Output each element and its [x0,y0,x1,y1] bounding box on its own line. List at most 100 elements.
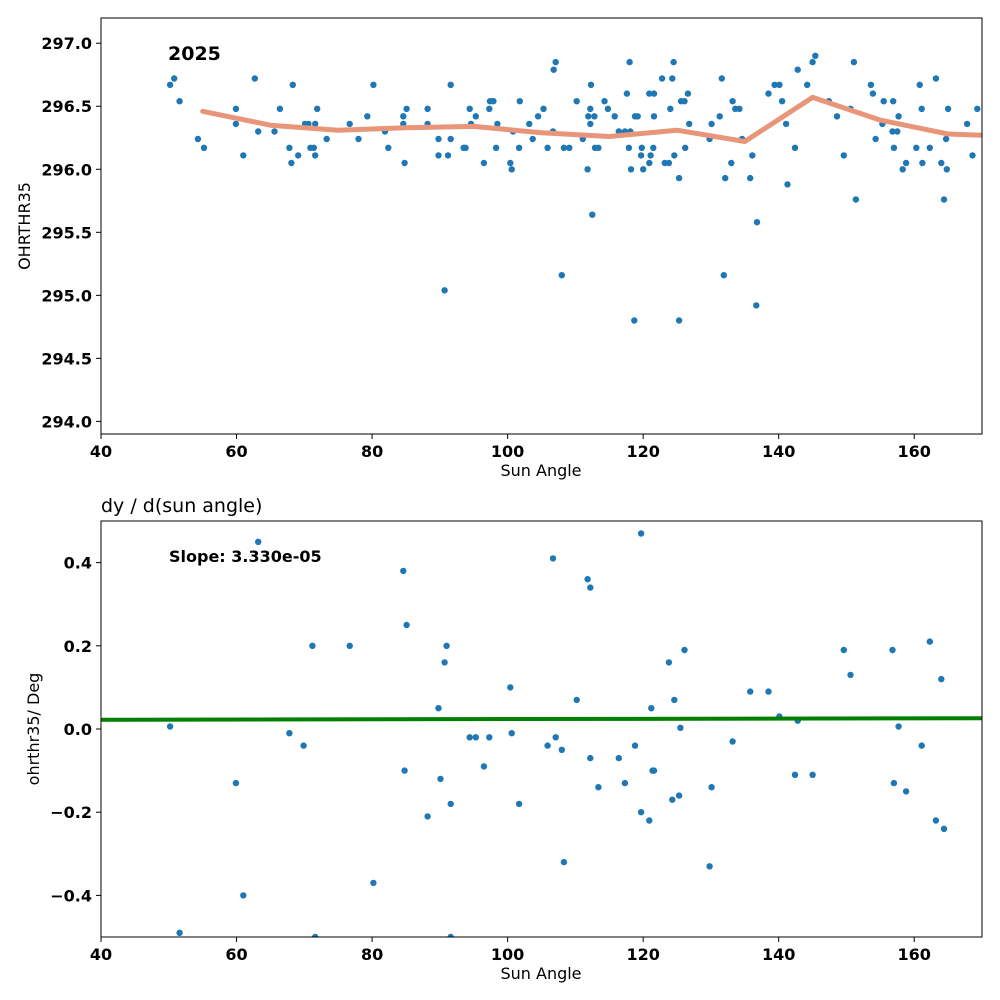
top-data-point [646,159,653,167]
bottom-x-tick-label: 100 [491,945,524,964]
top-data-point [918,105,925,113]
bottom-data-point [902,788,910,795]
top-data-point [681,98,688,105]
bottom-data-point [675,792,683,799]
top-data-point [942,135,950,143]
bottom-data-point [747,688,754,695]
top-data-point [200,144,208,151]
bottom-data-point [809,771,816,778]
top-data-point [749,152,756,159]
bottom-x-axis-label: Sun Angle [500,964,581,983]
bottom-data-point [650,767,658,774]
top-data-point [969,152,976,159]
top-data-point [625,144,633,151]
top-data-point [671,152,678,159]
bottom-x-tick-label: 60 [225,945,247,964]
bottom-data-point [637,530,645,537]
top-data-point [232,105,240,113]
top-y-tick-label: 296.0 [41,160,92,179]
top-data-point [784,181,791,188]
top-data-point [932,75,940,82]
bottom-plot-frame [100,520,983,938]
top-data-point [494,120,501,128]
top-data-point [889,128,896,135]
top-data-point [400,113,407,120]
top-data-point [791,144,799,151]
top-data-point [753,302,760,309]
top-trend-line [200,94,982,144]
top-data-point [444,152,452,159]
top-data-point [466,105,473,113]
top-y-tick-label: 297.0 [41,34,92,53]
top-data-point [722,174,729,182]
top-data-point [682,144,689,151]
bottom-data-point [706,863,713,870]
top-data-point [312,120,319,128]
top-data-point [544,144,551,151]
top-data-point [595,144,602,151]
bottom-data-point [400,567,407,575]
top-data-point [716,113,723,120]
top-data-point [508,166,515,173]
top-data-point [526,120,533,128]
top-data-point [869,90,877,97]
bottom-data-point [443,642,450,649]
bottom-data-point [300,742,307,749]
bottom-data-point [508,730,515,737]
top-data-point [963,120,971,128]
bottom-y-tick-label: 0.2 [64,637,92,656]
top-data-point [566,144,573,151]
top-data-point [812,52,819,59]
bottom-data-point [515,800,523,808]
top-data-point [919,159,926,167]
bottom-data-point [312,933,319,937]
top-data-point [669,75,676,82]
top-data-point [472,113,479,120]
top-x-tick-label: 120 [626,442,659,461]
bottom-data-point [847,671,854,679]
top-data-point [943,166,950,173]
top-data-point [650,90,658,97]
bottom-chart-title: dy / d(sun angle) [101,495,262,517]
top-y-tick-label: 294.5 [41,349,92,368]
top-data-point [665,159,673,167]
bottom-data-point [889,646,896,654]
top-y-tick-label: 295.0 [41,286,92,305]
top-data-point [647,152,654,159]
top-data-point [899,166,906,173]
top-data-point [675,317,683,324]
bottom-y-axis-label: ohrthr35/ Deg [24,673,43,786]
top-data-point [640,166,647,173]
top-data-point [902,159,910,167]
bottom-data-point [176,929,183,936]
bottom-data-point [587,584,594,591]
top-data-point [708,120,715,128]
top-data-point [486,105,493,113]
top-x-axis-label: Sun Angle [500,461,581,480]
bottom-data-point [631,742,639,749]
bottom-data-point [466,734,473,741]
bottom-y-tick-label: −0.2 [50,803,92,822]
bottom-data-point [403,621,410,629]
bottom-slope-annotation: Slope: 3.330e-05 [169,547,322,566]
top-data-point [573,98,580,105]
top-data-point [611,113,618,120]
top-data-point [627,166,635,173]
top-data-point [435,152,442,159]
top-data-point [585,113,592,120]
bottom-data-point [573,696,580,704]
bottom-data-point [441,659,448,666]
bottom-data-point [729,738,736,745]
top-data-point [441,287,448,294]
top-data-point [515,144,523,151]
top-data-point [550,66,557,73]
top-data-point [850,58,858,66]
top-data-point [507,159,514,167]
bottom-data-point [584,576,591,583]
bottom-data-point [558,746,565,753]
bottom-data-point [940,825,948,832]
top-data-point [623,90,631,97]
top-data-point [809,58,816,66]
top-data-point [753,219,761,226]
